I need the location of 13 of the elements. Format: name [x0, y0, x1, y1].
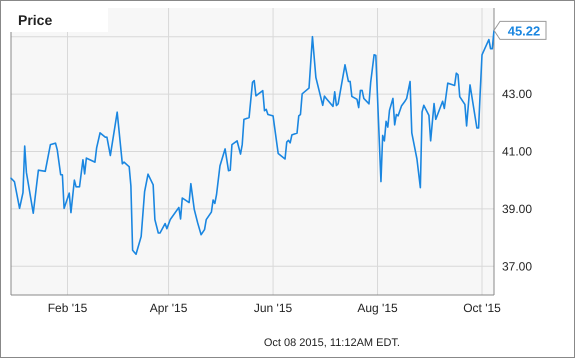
- x-tick-label: Feb '15: [48, 301, 88, 315]
- text: Oct 08 2015, 11:12AM EDT.: [264, 337, 400, 349]
- chart-title: Price: [18, 12, 52, 28]
- line-series: [10, 30, 495, 256]
- y-tick-label: 43.00: [502, 87, 532, 102]
- x-tick-label: Apr '15: [150, 301, 188, 315]
- y-tick-label: 41.00: [502, 144, 532, 158]
- x-tick-label: Jun '15: [254, 301, 293, 315]
- y-tick-label: 37.00: [502, 259, 532, 274]
- annotation: 45.22: [508, 23, 540, 38]
- y-tick-label: 39.00: [502, 202, 532, 216]
- x-tick-label: Aug '15: [357, 301, 398, 315]
- x-tick-label: Oct '15: [463, 301, 502, 315]
